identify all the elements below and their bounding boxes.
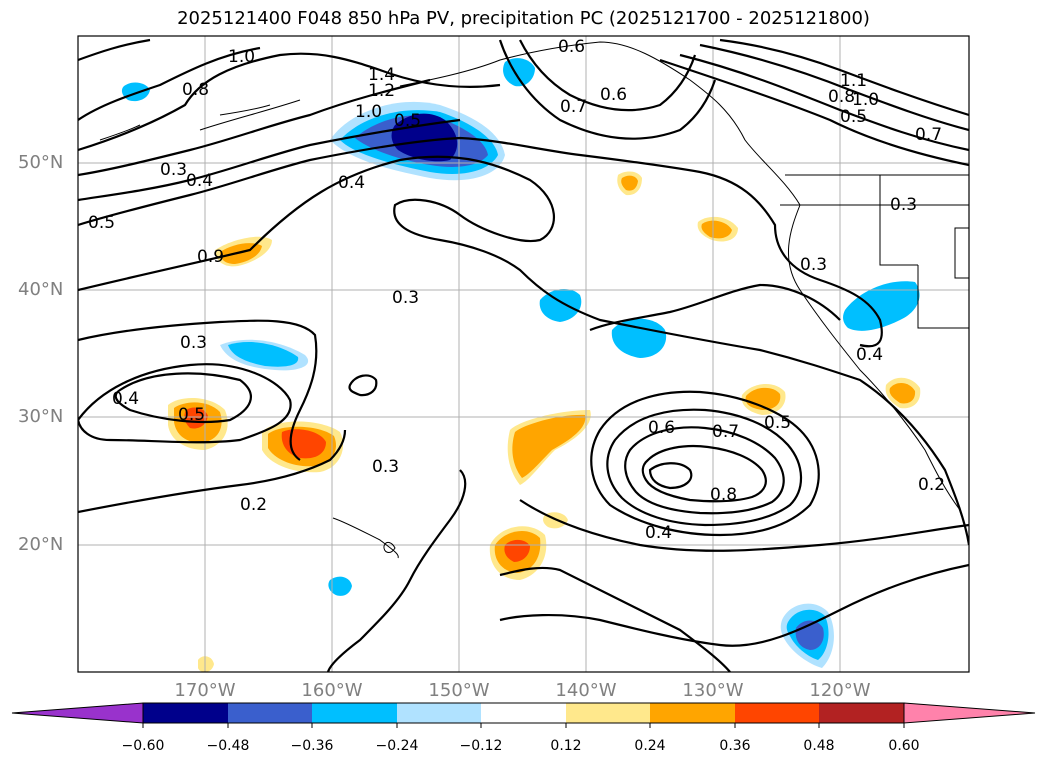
contour-label: 0.5 (394, 111, 421, 131)
lon-label: 160°W (301, 680, 363, 701)
contour-label: 0.3 (180, 333, 207, 353)
contour-label: 1.1 (840, 71, 867, 91)
contour-label: 0.4 (186, 171, 213, 191)
lon-label: 150°W (428, 680, 490, 701)
lat-label: 30°N (18, 406, 64, 427)
contour-label: 0.3 (392, 288, 419, 308)
contour-label: 1.0 (852, 90, 879, 110)
colorbar-tick-label: −0.60 (121, 738, 165, 754)
colorbar-tick-label: 0.12 (550, 738, 582, 754)
contour-label: 0.4 (112, 389, 139, 409)
lon-label: 170°W (174, 680, 236, 701)
precip-negative-areas (121, 58, 920, 668)
colorbar-tick-label: 0.60 (888, 738, 920, 754)
colorbar (11, 702, 1036, 728)
colorbar-tick-label: 0.36 (719, 738, 751, 754)
contour-label: 0.3 (372, 457, 399, 477)
colorbar-tick-label: −0.36 (290, 738, 334, 754)
contour-label: 1.4 (368, 65, 395, 85)
contour-label: 0.5 (88, 213, 115, 233)
contour-label: 0.3 (800, 255, 827, 275)
contour-label: 0.6 (648, 418, 675, 438)
contour-label: 0.7 (712, 422, 739, 442)
lon-label: 130°W (682, 680, 744, 701)
contour-label: 1.0 (228, 47, 255, 67)
colorbar-tick-label: −0.48 (206, 738, 250, 754)
contour-label: 1.0 (355, 102, 382, 122)
coastlines (99, 41, 969, 559)
contour-label: 0.7 (560, 97, 587, 117)
contour-label: 0.5 (178, 405, 205, 425)
graticule (78, 36, 969, 672)
contour-label: 0.4 (856, 345, 883, 365)
lat-label: 20°N (18, 534, 64, 555)
lat-label: 50°N (18, 152, 64, 173)
colorbar-tick-label: 0.24 (634, 738, 666, 754)
pv-contours (78, 38, 969, 672)
contour-label: 0.3 (160, 160, 187, 180)
contour-label: 0.5 (840, 107, 867, 127)
lon-label: 120°W (809, 680, 871, 701)
contour-label: 0.7 (915, 125, 942, 145)
contour-label: 0.3 (890, 195, 917, 215)
contour-label: 0.4 (645, 523, 672, 543)
contour-label: 0.8 (710, 485, 737, 505)
contour-label: 0.5 (764, 413, 791, 433)
contour-label: 1.2 (368, 81, 395, 101)
contour-label: 0.6 (600, 85, 627, 105)
contour-labels: 1.0 0.8 1.4 1.2 1.0 0.5 0.4 0.3 0.5 0.9 … (88, 37, 945, 543)
colorbar-tick-label: 0.48 (803, 738, 835, 754)
contour-label: 0.9 (197, 247, 224, 267)
colorbar-tick-label: −0.12 (459, 738, 503, 754)
contour-label: 0.8 (182, 80, 209, 100)
lat-label: 40°N (18, 279, 64, 300)
contour-label: 0.4 (338, 173, 365, 193)
colorbar-tick-label: −0.24 (375, 738, 419, 754)
lon-label: 140°W (555, 680, 617, 701)
contour-label: 0.2 (918, 475, 945, 495)
map-title: 2025121400 F048 850 hPa PV, precipitatio… (177, 8, 870, 29)
contour-label: 0.2 (240, 495, 267, 515)
contour-label: 0.6 (558, 37, 585, 57)
contour-label: 0.8 (828, 87, 855, 107)
